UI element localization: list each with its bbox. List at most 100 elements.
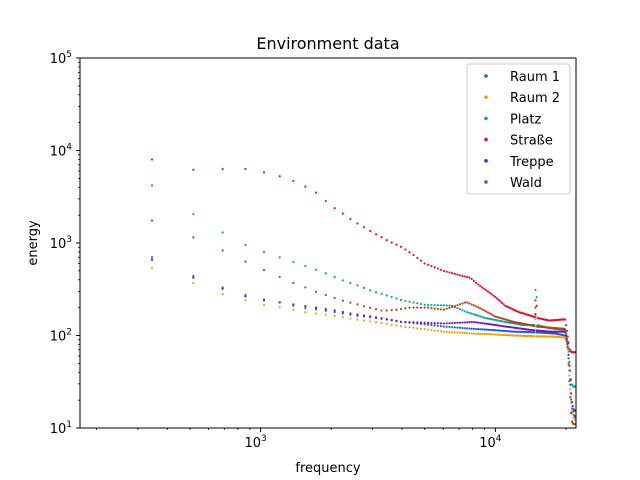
data-point [502, 329, 505, 332]
data-point [433, 307, 436, 310]
data-point [456, 331, 459, 334]
data-point [468, 276, 471, 279]
data-point [442, 269, 445, 273]
data-point [442, 330, 445, 333]
data-point [477, 321, 480, 324]
data-point [448, 325, 451, 329]
data-point [423, 262, 426, 265]
data-point [499, 333, 502, 336]
data-point [333, 309, 336, 312]
data-point [399, 325, 403, 328]
data-point [439, 330, 442, 333]
data-point [571, 413, 574, 416]
data-point [380, 321, 383, 325]
data-point [292, 260, 295, 264]
data-point [292, 303, 295, 306]
data-point [439, 325, 442, 328]
data-point [474, 332, 478, 335]
data-point [192, 276, 195, 279]
data-points [150, 158, 577, 426]
data-point [380, 236, 383, 239]
data-point [456, 307, 459, 310]
data-point [492, 318, 495, 321]
data-point [481, 332, 484, 336]
data-point [369, 320, 372, 323]
data-point [499, 324, 502, 327]
data-point [374, 321, 378, 324]
data-point [150, 184, 154, 187]
data-point [333, 296, 336, 300]
data-point [490, 323, 493, 326]
data-point [395, 324, 398, 327]
data-point [479, 315, 482, 318]
data-point [481, 315, 484, 319]
data-point [497, 319, 500, 322]
data-point [570, 411, 573, 415]
data-point [314, 191, 318, 194]
data-point [533, 329, 536, 332]
data-point [567, 363, 570, 366]
data-point [492, 294, 495, 297]
y-tick-label: 104 [50, 143, 73, 160]
data-point [566, 342, 569, 345]
data-point [495, 319, 499, 322]
data-point [479, 307, 482, 310]
data-point [390, 323, 393, 326]
data-point [568, 380, 571, 383]
data-point [463, 301, 466, 304]
data-point [483, 287, 486, 290]
legend: Raum 1 Raum 2 Platz Straße Treppe Wald [466, 63, 571, 195]
data-point [535, 304, 538, 307]
data-point [481, 328, 484, 331]
data-point [458, 326, 462, 329]
data-point [430, 321, 433, 325]
data-point [463, 327, 466, 330]
legend-label: Raum 2 [510, 91, 560, 106]
data-point [474, 327, 478, 331]
data-point [430, 264, 433, 268]
data-point [568, 360, 571, 363]
data-point [492, 333, 495, 336]
data-point [497, 298, 500, 302]
data-point [533, 324, 536, 328]
data-point [423, 327, 426, 331]
data-point [468, 302, 471, 305]
data-point [477, 332, 480, 335]
legend-label: Wald [510, 176, 542, 191]
data-point [453, 331, 456, 334]
data-point [324, 309, 327, 312]
data-point [436, 322, 439, 325]
data-point [439, 322, 442, 325]
data-point [499, 319, 502, 323]
data-point [369, 229, 372, 233]
data-point [221, 231, 224, 234]
data-point [534, 306, 537, 309]
data-point [278, 301, 281, 304]
data-point [504, 329, 507, 333]
data-point [479, 332, 482, 335]
legend-marker [484, 74, 488, 78]
data-point [349, 312, 352, 315]
data-point [494, 318, 497, 322]
data-point [399, 307, 403, 311]
data-point [244, 167, 247, 171]
data-point [192, 281, 195, 285]
data-point [486, 290, 490, 293]
data-point [244, 243, 247, 247]
data-point [426, 263, 430, 266]
data-point [568, 374, 571, 377]
data-point [477, 328, 480, 331]
data-point [497, 329, 500, 332]
data-point [494, 295, 497, 299]
data-point [451, 326, 454, 329]
data-point [385, 318, 388, 321]
data-point [436, 329, 439, 332]
data-point [497, 333, 500, 336]
data-point [472, 321, 475, 324]
data-point [501, 301, 504, 305]
data-point [374, 291, 378, 294]
data-point [430, 303, 433, 307]
data-point [470, 312, 473, 315]
data-point [448, 304, 451, 307]
data-point [369, 315, 372, 318]
